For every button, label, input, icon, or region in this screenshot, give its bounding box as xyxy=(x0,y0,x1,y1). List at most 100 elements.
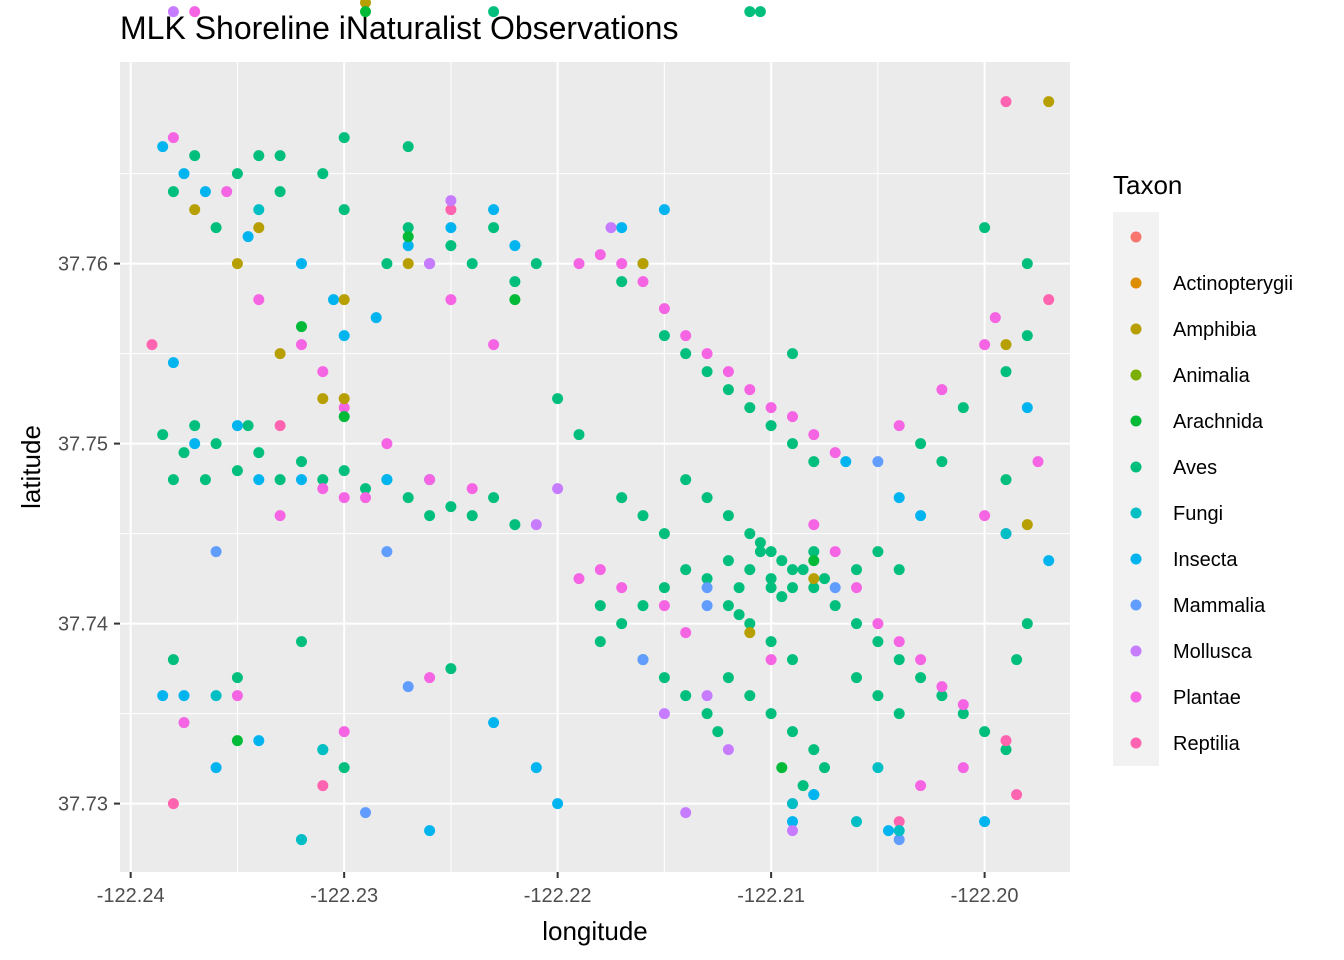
data-point xyxy=(402,141,414,153)
data-point xyxy=(979,222,991,234)
data-point xyxy=(979,816,991,828)
data-point xyxy=(488,717,500,729)
data-point xyxy=(658,204,670,216)
data-point xyxy=(178,447,190,459)
data-point xyxy=(797,564,809,576)
data-point xyxy=(1032,456,1044,468)
data-point xyxy=(872,546,884,558)
data-point xyxy=(744,564,756,576)
data-point xyxy=(787,825,798,837)
data-point xyxy=(787,582,798,594)
data-point xyxy=(338,393,350,405)
data-point xyxy=(199,474,211,486)
data-point xyxy=(808,555,820,567)
data-point xyxy=(445,501,457,513)
data-point xyxy=(915,654,927,666)
data-point xyxy=(765,708,777,720)
data-point xyxy=(936,384,948,396)
data-point xyxy=(1000,528,1012,540)
data-point xyxy=(787,816,798,828)
data-point xyxy=(1011,654,1023,666)
data-point xyxy=(797,780,809,792)
data-point xyxy=(701,492,713,504)
data-point xyxy=(776,555,788,567)
data-point xyxy=(488,492,500,504)
data-point xyxy=(381,258,393,270)
data-point xyxy=(787,726,798,738)
data-point xyxy=(712,726,724,738)
legend-key xyxy=(1130,369,1142,381)
data-point xyxy=(231,672,243,684)
data-point xyxy=(296,258,307,270)
data-point xyxy=(637,510,649,522)
data-point xyxy=(360,6,371,18)
data-point xyxy=(231,168,243,180)
data-point xyxy=(338,492,350,504)
data-point xyxy=(915,510,927,522)
x-tick-label: -122.22 xyxy=(524,885,592,907)
data-point xyxy=(722,510,734,522)
legend-label: Fungi xyxy=(1173,503,1223,525)
data-point xyxy=(893,636,905,648)
data-point xyxy=(605,222,617,234)
legend-key xyxy=(1130,323,1142,335)
data-point xyxy=(616,618,628,630)
data-point xyxy=(883,825,894,837)
data-point xyxy=(1021,618,1033,630)
x-tick-label: -122.21 xyxy=(737,885,805,907)
legend-key xyxy=(1130,277,1142,289)
data-point xyxy=(680,474,692,486)
data-point xyxy=(189,150,201,162)
data-points xyxy=(146,0,1055,846)
series-arachnida xyxy=(231,6,820,774)
data-point xyxy=(754,6,766,18)
data-point xyxy=(872,636,884,648)
data-point xyxy=(167,798,179,810)
plot-panel xyxy=(120,62,1070,872)
data-point xyxy=(488,339,500,351)
data-point xyxy=(744,528,756,540)
data-point xyxy=(989,312,1001,324)
data-point xyxy=(178,690,190,702)
data-point xyxy=(893,708,905,720)
data-point xyxy=(370,312,382,324)
data-point xyxy=(296,636,307,648)
data-point xyxy=(509,240,521,252)
data-point xyxy=(338,204,350,216)
series-amphibia xyxy=(189,0,1055,639)
data-point xyxy=(530,519,542,531)
x-axis-title: longitude xyxy=(542,916,648,946)
data-point xyxy=(1000,744,1012,756)
data-point xyxy=(616,276,628,288)
data-point xyxy=(189,204,201,216)
data-point xyxy=(167,186,179,198)
data-point xyxy=(274,150,286,162)
data-point xyxy=(851,582,862,594)
data-point xyxy=(658,330,670,342)
data-point xyxy=(253,222,265,234)
data-point xyxy=(829,600,841,612)
series-mollusca xyxy=(167,6,798,837)
legend-key xyxy=(1130,553,1142,565)
data-point xyxy=(210,546,222,558)
data-point xyxy=(893,492,905,504)
data-point xyxy=(765,654,777,666)
data-point xyxy=(509,276,521,288)
x-tick-label: -122.20 xyxy=(951,885,1019,907)
legend-label: Animalia xyxy=(1173,365,1251,387)
data-point xyxy=(466,483,478,495)
data-point xyxy=(765,546,777,558)
data-point xyxy=(1011,789,1023,801)
data-point xyxy=(1000,735,1012,747)
data-point xyxy=(701,690,713,702)
data-point xyxy=(658,672,670,684)
data-point xyxy=(488,6,500,18)
data-point xyxy=(680,627,692,639)
data-point xyxy=(893,654,905,666)
data-point xyxy=(360,492,371,504)
series-reptilia xyxy=(146,96,1055,828)
data-point xyxy=(317,366,329,378)
data-point xyxy=(221,186,233,198)
data-point xyxy=(680,807,692,819)
